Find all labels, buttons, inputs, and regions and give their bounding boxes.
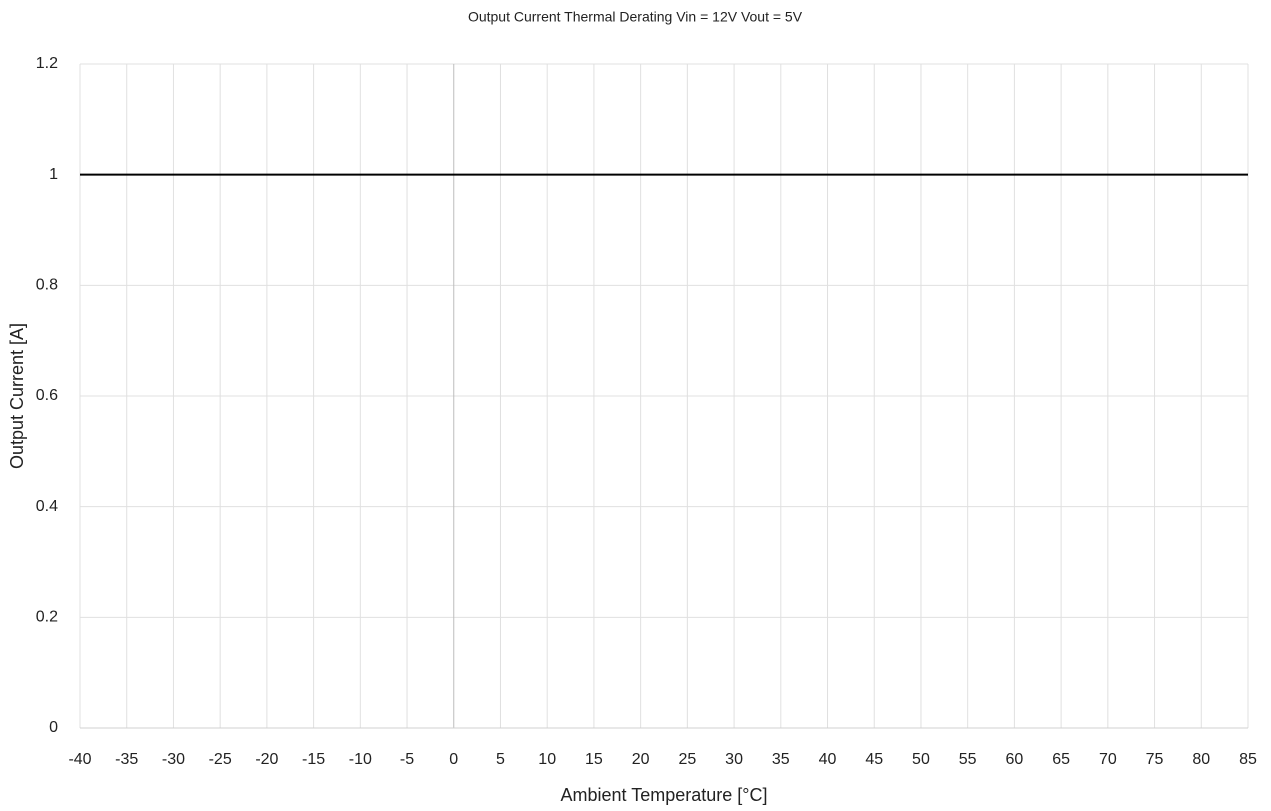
x-tick-label: -25 <box>209 751 232 768</box>
x-tick-label: 25 <box>678 751 696 768</box>
y-tick-label: 0.2 <box>36 609 58 626</box>
x-tick-label: 40 <box>819 751 837 768</box>
x-tick-label: -15 <box>302 751 325 768</box>
y-tick-label: 1 <box>49 166 58 183</box>
x-tick-label: 0 <box>449 751 458 768</box>
x-tick-label: 65 <box>1052 751 1070 768</box>
y-tick-label: 0 <box>49 719 58 736</box>
x-tick-label: 55 <box>959 751 977 768</box>
x-tick-label: 75 <box>1146 751 1164 768</box>
y-tick-label: 0.6 <box>36 387 58 404</box>
x-tick-label: 70 <box>1099 751 1117 768</box>
chart-title: Output Current Thermal Derating Vin = 12… <box>468 9 803 25</box>
x-tick-label: 80 <box>1192 751 1210 768</box>
x-tick-label: 10 <box>538 751 556 768</box>
x-axis-label: Ambient Temperature [°C] <box>561 785 768 805</box>
y-tick-label: 0.8 <box>36 277 58 294</box>
x-tick-label: -35 <box>115 751 138 768</box>
x-tick-label: -10 <box>349 751 372 768</box>
x-tick-label: 20 <box>632 751 650 768</box>
y-axis-label: Output Current [A] <box>7 323 27 469</box>
x-tick-label: 50 <box>912 751 930 768</box>
x-tick-label: -5 <box>400 751 414 768</box>
x-tick-label: 60 <box>1006 751 1024 768</box>
x-tick-label: -20 <box>255 751 278 768</box>
x-tick-label: 30 <box>725 751 743 768</box>
x-tick-label: 35 <box>772 751 790 768</box>
x-tick-label: 15 <box>585 751 603 768</box>
x-tick-label: 5 <box>496 751 505 768</box>
x-tick-label: 85 <box>1239 751 1257 768</box>
x-tick-label: -30 <box>162 751 185 768</box>
y-tick-label: 0.4 <box>36 498 58 515</box>
x-tick-label: 45 <box>865 751 883 768</box>
y-tick-label: 1.2 <box>36 55 58 72</box>
x-tick-label: -40 <box>68 751 91 768</box>
